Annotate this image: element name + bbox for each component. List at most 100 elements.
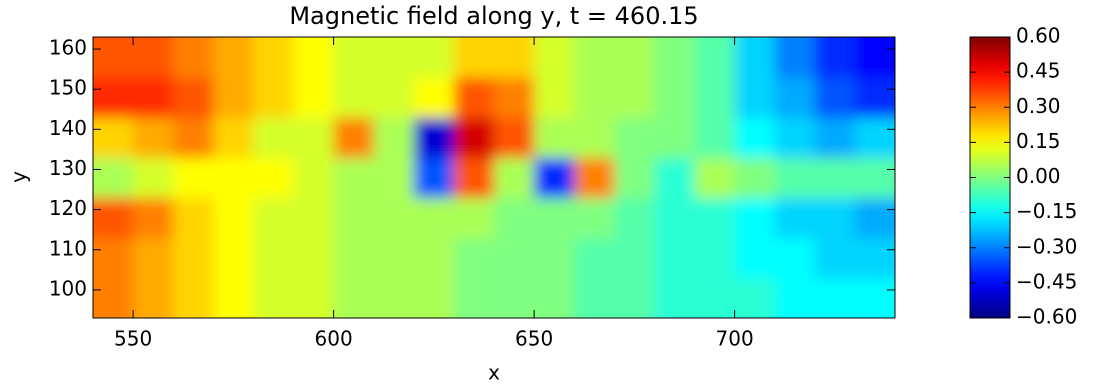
heatmap-cell [293,197,335,239]
heatmap-cell [333,117,375,158]
heatmap-cell [854,277,895,318]
heatmap-cell [534,237,575,279]
heatmap-cell [373,157,415,199]
heatmap-cell [654,197,695,239]
heatmap-cell [654,77,695,118]
heatmap-cell [654,37,695,78]
heatmap-cell [614,197,655,239]
heatmap-cell [814,37,856,78]
axes: 550 600 650 700 100 110 120 130 140 150 160 [49,36,895,351]
y-tick-label: 130 [49,156,87,180]
heatmap-cell [253,117,294,158]
heatmap-cell [734,277,776,318]
colorbar-tick-label: 0.30 [1016,94,1061,118]
heatmap-cell [93,277,134,318]
heatmap-cell [734,197,776,239]
colorbar-tick-label: 0.00 [1016,164,1061,188]
heatmap-cell [293,117,335,158]
heatmap-cell [614,37,655,78]
x-tick-label: 550 [114,327,152,351]
heatmap [93,37,895,318]
heatmap-cell [494,197,535,239]
y-tick-label: 110 [49,236,87,260]
heatmap-cell [413,197,455,239]
heatmap-cell [333,197,375,239]
heatmap-cell [453,277,495,318]
y-tick-label: 120 [49,196,87,220]
heatmap-cell [213,237,254,279]
heatmap-cell [614,277,655,318]
heatmap-cell [453,37,495,78]
heatmap-cell [654,157,695,199]
heatmap-cell [494,77,535,118]
heatmap-cell [534,197,575,239]
heatmap-cell [213,277,254,318]
heatmap-cell [333,77,375,118]
heatmap-cell [213,197,254,239]
heatmap-cell [614,157,655,199]
heatmap-cell [173,237,214,279]
heatmap-cell [213,157,254,199]
heatmap-cell [814,277,856,318]
heatmap-cell [253,197,294,239]
heatmap-cell [253,157,294,199]
heatmap-cell [453,237,495,279]
heatmap-cell [814,197,856,239]
heatmap-cell [494,117,535,158]
heatmap-cell [534,157,575,199]
heatmap-cell [734,37,776,78]
heatmap-cell [694,37,736,78]
heatmap-cell [854,117,895,158]
x-tick-label: 650 [515,327,553,351]
heatmap-cell [293,77,335,118]
colorbar-tick-label: 0.15 [1016,129,1061,153]
heatmap-cell [453,77,495,118]
heatmap-cell [774,37,816,78]
heatmap-cell [133,157,174,199]
heatmap-cell [574,237,615,279]
heatmap-cell [694,197,736,239]
heatmap-cell [333,37,375,78]
heatmap-cell [293,157,335,199]
heatmap-cell [333,277,375,318]
heatmap-cell [373,197,415,239]
heatmap-cell [173,157,214,199]
heatmap-cell [814,117,856,158]
heatmap-cell [494,157,535,199]
heatmap-cell [93,157,134,199]
plot-frame [92,36,896,319]
heatmap-cell [173,197,214,239]
heatmap-cell [494,277,535,318]
y-tick-label: 100 [49,276,87,300]
heatmap-cell [333,157,375,199]
heatmap-cell [453,157,495,199]
heatmap-cell [413,277,455,318]
heatmap-cell [734,157,776,199]
heatmap-cell [453,117,495,158]
heatmap-cell [133,237,174,279]
heatmap-cell [293,277,335,318]
heatmap-cell [93,37,134,78]
heatmap-cell [574,37,615,78]
heatmap-cell [734,117,776,158]
heatmap-cell [694,117,736,158]
x-axis-label: x [488,361,500,385]
chart-title: Magnetic field along y, t = 460.15 [289,2,698,30]
heatmap-cell [574,77,615,118]
heatmap-cell [654,117,695,158]
heatmap-cell [413,237,455,279]
heatmap-cell [694,157,736,199]
y-tick-label: 140 [49,116,87,140]
heatmap-cell [373,237,415,279]
heatmap-cell [814,237,856,279]
heatmap-cell [253,277,294,318]
heatmap-cell [774,117,816,158]
heatmap-cell [213,117,254,158]
y-tick-label: 150 [49,76,87,100]
heatmap-cell [93,117,134,158]
heatmap-cell [373,37,415,78]
heatmap-cell [413,77,455,118]
heatmap-cell [293,37,335,78]
y-axis-label: y [7,171,31,183]
